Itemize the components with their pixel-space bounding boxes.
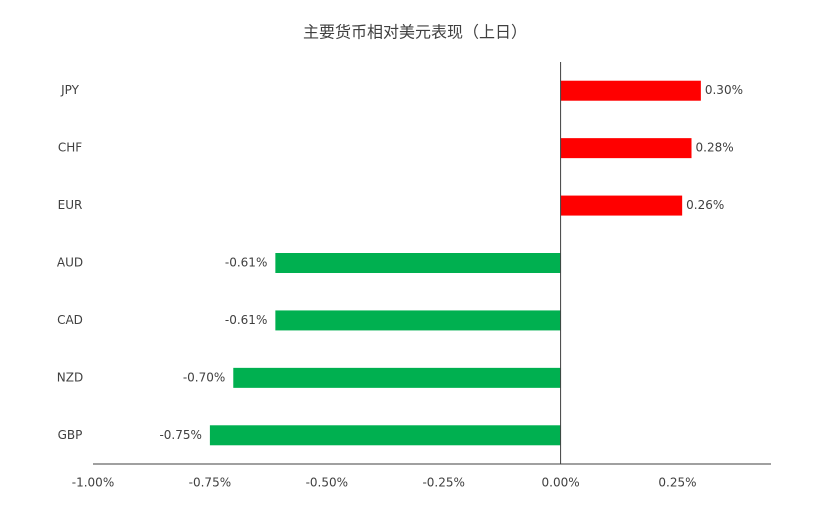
y-tick-label: EUR (58, 198, 83, 212)
y-tick-label: AUD (57, 256, 83, 270)
value-label: -0.70% (183, 370, 225, 384)
y-tick-label: GBP (58, 428, 83, 442)
y-tick-label: CHF (58, 141, 82, 155)
bar (560, 195, 683, 216)
value-label: 0.26% (686, 198, 724, 212)
x-tick-label: -0.75% (189, 476, 231, 490)
value-label: -0.61% (225, 256, 267, 270)
x-tick-label: 0.25% (658, 476, 696, 490)
x-tick-label: -1.00% (72, 476, 114, 490)
value-label: -0.75% (159, 428, 201, 442)
value-label: 0.28% (696, 141, 734, 155)
y-tick-label: CAD (57, 313, 83, 327)
x-tick-label: -0.25% (422, 476, 464, 490)
bar (275, 253, 561, 273)
value-label: -0.61% (225, 313, 267, 327)
bar (233, 367, 561, 388)
y-tick-label: NZD (57, 370, 83, 384)
chart-title: 主要货币相对美元表现（上日） (303, 23, 527, 42)
x-tick-label: -0.50% (306, 476, 348, 490)
x-tick-label: 0.00% (542, 476, 580, 490)
bar (209, 425, 561, 446)
bar (275, 310, 561, 331)
bar (560, 80, 701, 101)
value-label: 0.30% (705, 83, 743, 97)
bar (560, 138, 692, 159)
y-tick-label: JPY (60, 83, 80, 97)
